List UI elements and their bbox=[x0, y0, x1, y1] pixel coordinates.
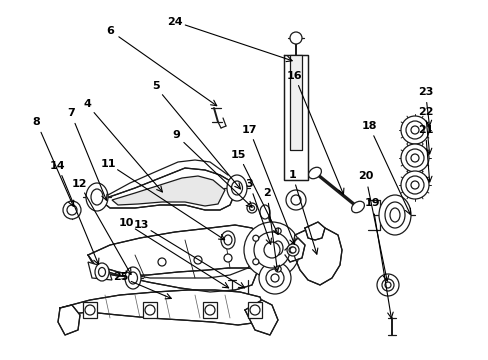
Text: 21: 21 bbox=[417, 125, 432, 135]
Text: 13: 13 bbox=[134, 220, 149, 230]
Circle shape bbox=[249, 305, 260, 315]
Polygon shape bbox=[60, 290, 264, 325]
Ellipse shape bbox=[125, 267, 141, 289]
Polygon shape bbox=[100, 168, 235, 210]
Ellipse shape bbox=[221, 231, 235, 249]
Polygon shape bbox=[142, 302, 157, 318]
Circle shape bbox=[275, 228, 281, 234]
Circle shape bbox=[286, 244, 298, 256]
Circle shape bbox=[194, 256, 202, 264]
Circle shape bbox=[290, 195, 301, 205]
Text: 20: 20 bbox=[357, 171, 373, 181]
Circle shape bbox=[244, 222, 299, 278]
Circle shape bbox=[259, 262, 290, 294]
Ellipse shape bbox=[231, 181, 242, 195]
Text: 3: 3 bbox=[245, 179, 253, 189]
Text: 19: 19 bbox=[364, 198, 380, 208]
Polygon shape bbox=[95, 268, 258, 292]
Circle shape bbox=[288, 247, 294, 253]
Polygon shape bbox=[112, 176, 224, 206]
Ellipse shape bbox=[98, 267, 105, 276]
Text: 24: 24 bbox=[167, 17, 183, 27]
Text: 25: 25 bbox=[113, 272, 129, 282]
Circle shape bbox=[265, 269, 284, 287]
Circle shape bbox=[289, 32, 302, 44]
Polygon shape bbox=[88, 225, 260, 278]
Circle shape bbox=[289, 247, 295, 253]
Circle shape bbox=[224, 254, 231, 262]
Circle shape bbox=[252, 235, 258, 241]
Text: 6: 6 bbox=[106, 26, 114, 36]
Polygon shape bbox=[291, 228, 341, 285]
Circle shape bbox=[145, 305, 155, 315]
Circle shape bbox=[158, 258, 165, 266]
Circle shape bbox=[405, 176, 423, 194]
Circle shape bbox=[253, 232, 289, 268]
Circle shape bbox=[405, 149, 423, 167]
Circle shape bbox=[63, 201, 81, 219]
Text: 22: 22 bbox=[417, 107, 432, 117]
Polygon shape bbox=[58, 305, 80, 335]
Text: 17: 17 bbox=[241, 125, 257, 135]
Ellipse shape bbox=[389, 208, 399, 222]
Circle shape bbox=[246, 203, 257, 213]
Text: 10: 10 bbox=[118, 218, 134, 228]
Circle shape bbox=[204, 305, 215, 315]
Polygon shape bbox=[244, 300, 278, 335]
Ellipse shape bbox=[91, 189, 103, 205]
Polygon shape bbox=[247, 302, 262, 318]
Ellipse shape bbox=[226, 175, 246, 201]
Text: 12: 12 bbox=[71, 179, 87, 189]
Circle shape bbox=[384, 282, 390, 288]
Circle shape bbox=[410, 181, 418, 189]
Ellipse shape bbox=[351, 201, 364, 213]
Ellipse shape bbox=[384, 202, 404, 228]
Ellipse shape bbox=[378, 195, 410, 235]
Circle shape bbox=[264, 242, 280, 258]
Circle shape bbox=[405, 121, 423, 139]
Ellipse shape bbox=[272, 241, 283, 255]
Ellipse shape bbox=[260, 205, 269, 219]
Text: 1: 1 bbox=[288, 170, 296, 180]
Text: 16: 16 bbox=[286, 71, 302, 81]
Circle shape bbox=[252, 259, 258, 265]
Text: 23: 23 bbox=[417, 87, 432, 97]
Text: 7: 7 bbox=[67, 108, 75, 118]
Text: 9: 9 bbox=[172, 130, 180, 140]
Circle shape bbox=[285, 190, 305, 210]
Circle shape bbox=[410, 126, 418, 134]
Circle shape bbox=[410, 154, 418, 162]
Text: 14: 14 bbox=[50, 161, 65, 171]
Text: 8: 8 bbox=[33, 117, 41, 127]
Text: 2: 2 bbox=[263, 188, 270, 198]
Polygon shape bbox=[305, 222, 325, 240]
Polygon shape bbox=[83, 302, 97, 318]
Ellipse shape bbox=[128, 272, 137, 284]
Circle shape bbox=[275, 266, 281, 272]
Ellipse shape bbox=[86, 183, 108, 211]
Polygon shape bbox=[88, 262, 112, 280]
Ellipse shape bbox=[95, 263, 109, 281]
Circle shape bbox=[400, 116, 428, 144]
Text: 4: 4 bbox=[83, 99, 91, 109]
Text: 11: 11 bbox=[101, 159, 116, 169]
Polygon shape bbox=[289, 55, 302, 150]
Circle shape bbox=[400, 171, 428, 199]
Polygon shape bbox=[285, 238, 305, 262]
Text: 18: 18 bbox=[361, 121, 376, 131]
Circle shape bbox=[85, 305, 95, 315]
Text: 15: 15 bbox=[230, 150, 246, 160]
Circle shape bbox=[400, 144, 428, 172]
Circle shape bbox=[249, 206, 254, 211]
Circle shape bbox=[381, 279, 393, 291]
Ellipse shape bbox=[224, 235, 231, 245]
Ellipse shape bbox=[308, 167, 321, 179]
Circle shape bbox=[270, 274, 279, 282]
Circle shape bbox=[67, 205, 77, 215]
Polygon shape bbox=[284, 55, 307, 180]
Polygon shape bbox=[203, 302, 217, 318]
Circle shape bbox=[376, 274, 398, 296]
Text: 5: 5 bbox=[151, 81, 159, 91]
